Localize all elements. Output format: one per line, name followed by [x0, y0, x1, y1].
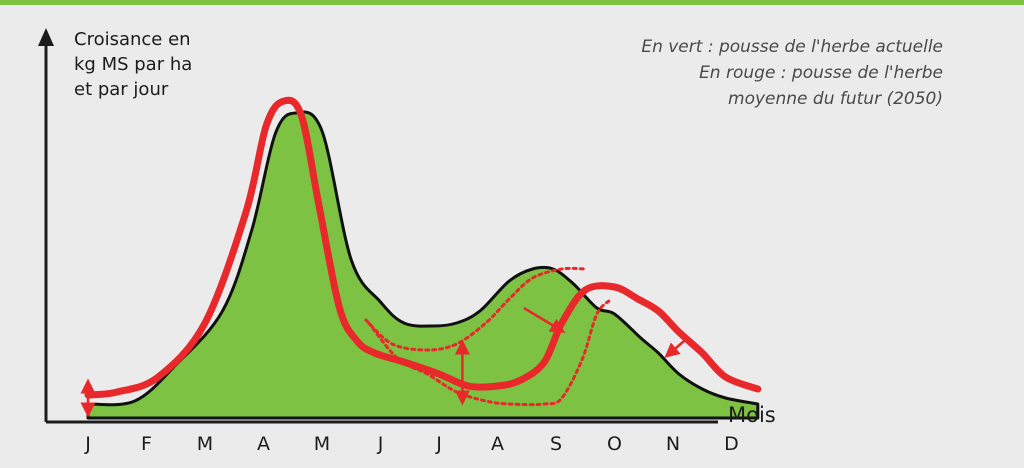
y-axis-label-line-2: kg MS par ha: [74, 54, 192, 75]
x-tick-label: A: [257, 433, 270, 455]
x-tick-label: J: [435, 433, 442, 455]
x-tick-label: A: [491, 433, 504, 455]
autumn-shift-arrow: [523, 306, 566, 333]
late-autumn-arrow: [664, 337, 689, 358]
legend-note-line-1: En vert : pousse de l'herbe actuelle: [641, 37, 943, 57]
series-red-dotted-2: [367, 297, 614, 407]
x-tick-label: S: [550, 433, 562, 455]
x-tick-label: D: [724, 433, 739, 455]
series-red-dotted-3: [364, 266, 587, 352]
legend-note-line-3: moyenne du futur (2050): [728, 89, 943, 109]
y-axis-label-line-3: et par jour: [74, 79, 169, 100]
x-tick-label: F: [141, 433, 152, 455]
series-red-line-1: [84, 96, 762, 399]
series-green-fill-0: [86, 110, 760, 420]
x-tick-label: J: [84, 433, 91, 455]
x-tick-label: J: [377, 433, 384, 455]
indicator-layer: [80, 306, 689, 418]
series-layer: [84, 96, 762, 420]
legend-note-line-2: En rouge : pousse de l'herbe: [699, 63, 943, 83]
x-tick-label: N: [666, 433, 680, 455]
top-accent-bar: [0, 0, 1024, 5]
x-tick-label: M: [314, 433, 330, 455]
y-axis-arrow-icon: [38, 28, 54, 46]
x-axis-label: Mois: [728, 403, 776, 427]
x-tick-label: O: [607, 433, 622, 455]
y-axis-label-line-1: Croisance en: [74, 29, 191, 50]
x-tick-label: M: [197, 433, 213, 455]
